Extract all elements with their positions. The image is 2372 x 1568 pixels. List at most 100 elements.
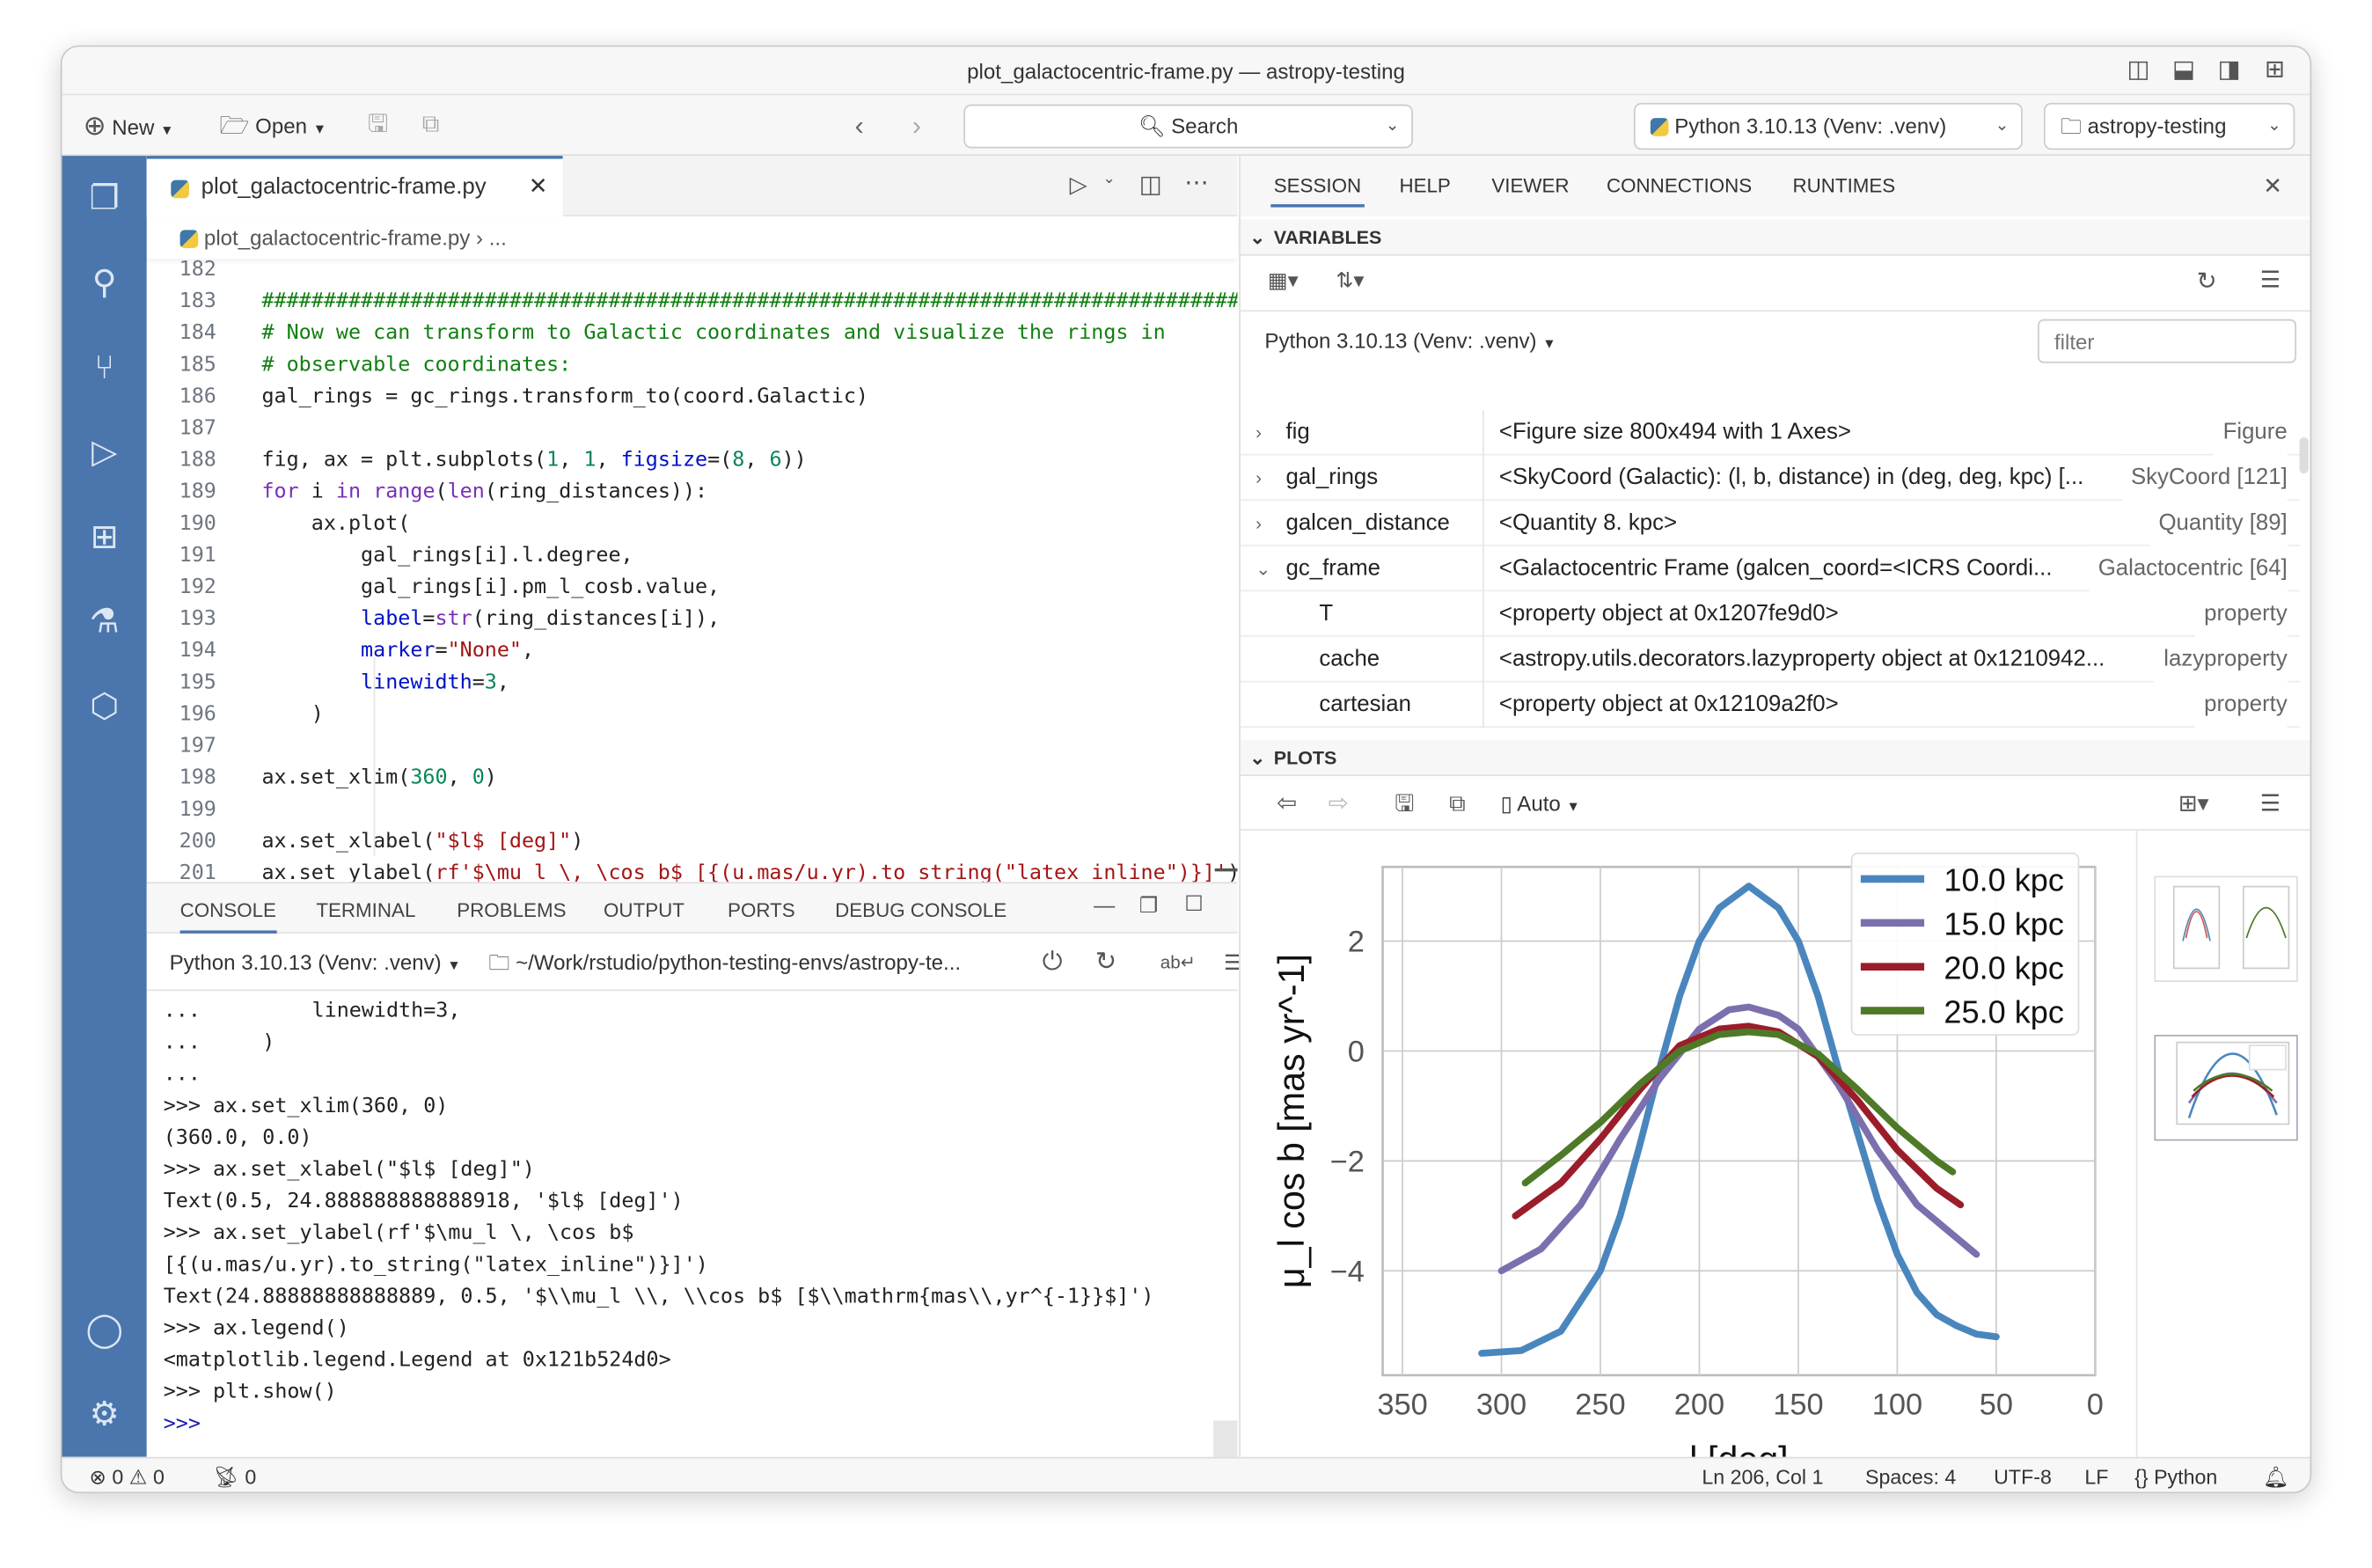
code-line[interactable]: 183 #####################################… <box>147 286 1238 318</box>
word-wrap-icon[interactable]: ab↵ <box>1160 951 1197 973</box>
code-line[interactable]: 200 ax.set_xlabel("$l$ [deg]") <box>147 826 1238 858</box>
variable-row[interactable]: › fig <Figure size 800x494 with 1 Axes> Fig… <box>1240 409 2300 456</box>
plots-header[interactable]: ⌄ PLOTS <box>1240 739 2310 777</box>
run-icon[interactable]: ▷ <box>1069 172 1087 199</box>
open-button[interactable]: 🗁 Open ▼ <box>219 95 326 156</box>
chevron-down-icon[interactable]: ⌄ <box>1102 171 1116 188</box>
console-output[interactable]: ... linewidth=3, ... )... >>> ax.set_xlim(… <box>164 995 1207 1440</box>
filter-input[interactable] <box>2038 319 2297 363</box>
editor-scrollbar[interactable] <box>1214 868 1238 872</box>
code-line[interactable]: 190 ax.plot( <box>147 509 1238 540</box>
tab-debug-console[interactable]: DEBUG CONSOLE <box>835 898 1007 922</box>
indentation[interactable]: Spaces: 4 <box>1865 1466 1957 1489</box>
code-line[interactable]: 196 ) <box>147 699 1238 730</box>
encoding[interactable]: UTF-8 <box>1994 1466 2052 1489</box>
plot-thumbnail-1[interactable] <box>2154 876 2298 982</box>
restore-icon[interactable]: ❐ <box>1138 892 1159 917</box>
variable-row[interactable]: ⌄ gc_frame <Galactocentric Frame (galcen_c… <box>1240 546 2300 592</box>
cursor-position[interactable]: Ln 206, Col 1 <box>1702 1466 1824 1489</box>
language-mode[interactable]: {} Python <box>2134 1459 2217 1492</box>
code-line[interactable]: 188 fig, ax = plt.subplots(1, 1, figsize=… <box>147 445 1238 477</box>
variables-scrollbar[interactable] <box>2299 436 2309 474</box>
breadcrumb-file[interactable]: plot_galactocentric-frame.py <box>203 225 471 250</box>
save-plot-icon[interactable]: 🖫 <box>1395 791 1415 817</box>
split-editor-icon[interactable]: ◫ <box>1138 172 1162 199</box>
code-line[interactable]: 195 linewidth=3, <box>147 667 1238 699</box>
variable-row[interactable]: T <property object at 0x1207fe9d0> propert… <box>1240 591 2300 637</box>
console-scroll-thumb[interactable] <box>1212 1420 1238 1459</box>
console-interpreter-selector[interactable]: Python 3.10.13 (Venv: .venv) ▼ <box>170 934 461 994</box>
variable-row[interactable]: cache <astropy.utils.decorators.lazyprope… <box>1240 636 2300 683</box>
maximize-icon[interactable]: ☐ <box>1184 890 1204 916</box>
customize-layout-icon[interactable]: ⊞ <box>2264 57 2285 84</box>
plot-layout-icon[interactable]: ⊞▾ <box>2178 791 2209 817</box>
line-ending[interactable]: LF <box>2084 1466 2109 1489</box>
code-area[interactable]: 182 183 ##################################… <box>147 259 1238 882</box>
forward-arrow-icon[interactable]: › <box>911 110 922 141</box>
code-line[interactable]: 187 <box>147 413 1238 444</box>
more-actions-icon[interactable]: ⋯ <box>1184 171 1209 197</box>
chevron-right-icon[interactable]: › <box>1256 467 1262 489</box>
settings-icon[interactable]: ⚙ <box>89 1395 120 1433</box>
grouping-icon[interactable]: ▦▾ <box>1267 267 1299 292</box>
positron-icon[interactable]: ⬡ <box>90 686 120 725</box>
new-button[interactable]: ⊕ New ▼ <box>84 95 174 156</box>
save-icon[interactable]: 🖫 <box>367 112 389 138</box>
editor-tab[interactable]: plot_galactocentric-frame.py ✕ <box>146 156 563 216</box>
tab-output[interactable]: OUTPUT <box>604 898 685 922</box>
plot-chart[interactable]: 350 300 250 200 150 100 50 0 2 0 −2 −4 l [deg] μ_l co… <box>1259 841 2121 1457</box>
code-line[interactable]: 193 label=str(ring_distances[i]), <box>147 604 1238 635</box>
code-line[interactable]: 194 marker="None", <box>147 635 1238 667</box>
variable-row[interactable]: › gal_rings <SkyCoord (Galactic): (l, b, d… <box>1240 455 2300 502</box>
tab-terminal[interactable]: TERMINAL <box>316 898 416 922</box>
code-line[interactable]: 186 gal_rings = gc_rings.transform_to(coo… <box>147 381 1238 413</box>
toggle-secondary-sidebar-icon[interactable]: ◨ <box>2217 57 2241 84</box>
extensions-icon[interactable]: ⊞ <box>90 517 119 556</box>
chevron-right-icon[interactable]: › <box>1256 421 1262 443</box>
tab-ports[interactable]: PORTS <box>728 898 795 922</box>
code-line[interactable]: 201 ax.set_ylabel(rf'$\mu_l \, \cos b$ [{… <box>147 858 1238 882</box>
close-icon[interactable]: ✕ <box>2263 173 2282 200</box>
plot-sizing-selector[interactable]: ▯ Auto ▼ <box>1501 778 1580 834</box>
variable-row[interactable]: › galcen_distance <Quantity 8. kpc> Quantit… <box>1240 501 2300 546</box>
ports-indicator[interactable]: 📡︎ 0 <box>213 1459 256 1492</box>
copy-plot-icon[interactable]: ⧉ <box>1449 791 1466 817</box>
variable-row[interactable]: cartesian <property object at 0x12109a2f0… <box>1240 682 2300 729</box>
code-line[interactable]: 199 <box>147 795 1238 826</box>
notifications-bell-icon[interactable]: 🔔︎ <box>2263 1466 2289 1489</box>
variables-header[interactable]: ⌄ VARIABLES <box>1240 219 2310 256</box>
toggle-panel-icon[interactable]: ⬓ <box>2172 57 2196 84</box>
sort-icon[interactable]: ⇅▾ <box>1336 267 1365 292</box>
plot-thumbnail-2[interactable] <box>2154 1035 2298 1141</box>
code-line[interactable]: 189 for i in range(len(ring_distances)): <box>147 477 1238 509</box>
testing-icon[interactable]: ⚗ <box>89 602 120 641</box>
tab-runtimes[interactable]: RUNTIMES <box>1792 173 1896 197</box>
next-plot-icon[interactable]: ⇨ <box>1328 791 1349 817</box>
tab-connections[interactable]: CONNECTIONS <box>1607 173 1753 197</box>
code-line[interactable]: 198 ax.set_xlim(360, 0) <box>147 763 1238 795</box>
clear-plots-icon[interactable]: ☰ <box>2259 791 2280 817</box>
restart-icon[interactable]: ↻ <box>1094 947 1117 977</box>
code-line[interactable]: 191 gal_rings[i].l.degree, <box>147 540 1238 572</box>
tab-session[interactable]: SESSION <box>1270 156 1365 216</box>
chevron-down-icon[interactable]: ⌄ <box>1256 558 1271 580</box>
previous-plot-icon[interactable]: ⇦ <box>1277 791 1298 817</box>
code-line[interactable]: 192 gal_rings[i].pm_l_cosb.value, <box>147 572 1238 604</box>
power-icon[interactable]: ⏻ <box>1042 947 1063 977</box>
close-icon[interactable]: ✕ <box>528 173 548 200</box>
minimize-icon[interactable]: — <box>1094 892 1116 917</box>
back-arrow-icon[interactable]: ‹ <box>854 110 864 141</box>
variables-interpreter-selector[interactable]: Python 3.10.13 (Venv: .venv) ▼ <box>1264 318 1556 366</box>
project-selector[interactable]: 🗀 astropy-testing ⌄ <box>2043 102 2295 150</box>
code-line[interactable]: 184 # Now we can transform to Galactic co… <box>147 318 1238 349</box>
clear-variables-icon[interactable]: ☰ <box>2259 267 2280 294</box>
toggle-primary-sidebar-icon[interactable]: ◫ <box>2127 57 2150 84</box>
breadcrumb-symbols[interactable]: ... <box>488 225 507 250</box>
tab-console[interactable]: CONSOLE <box>179 883 276 934</box>
code-line[interactable]: 197 <box>147 730 1238 762</box>
save-all-icon[interactable]: ⧉ <box>421 112 440 138</box>
interpreter-selector[interactable]: Python 3.10.13 (Venv: .venv) ⌄ <box>1633 102 2023 150</box>
tab-viewer[interactable]: VIEWER <box>1491 173 1570 197</box>
run-debug-icon[interactable]: ▷ <box>92 432 118 471</box>
search-icon[interactable]: ⚲ <box>92 263 117 302</box>
